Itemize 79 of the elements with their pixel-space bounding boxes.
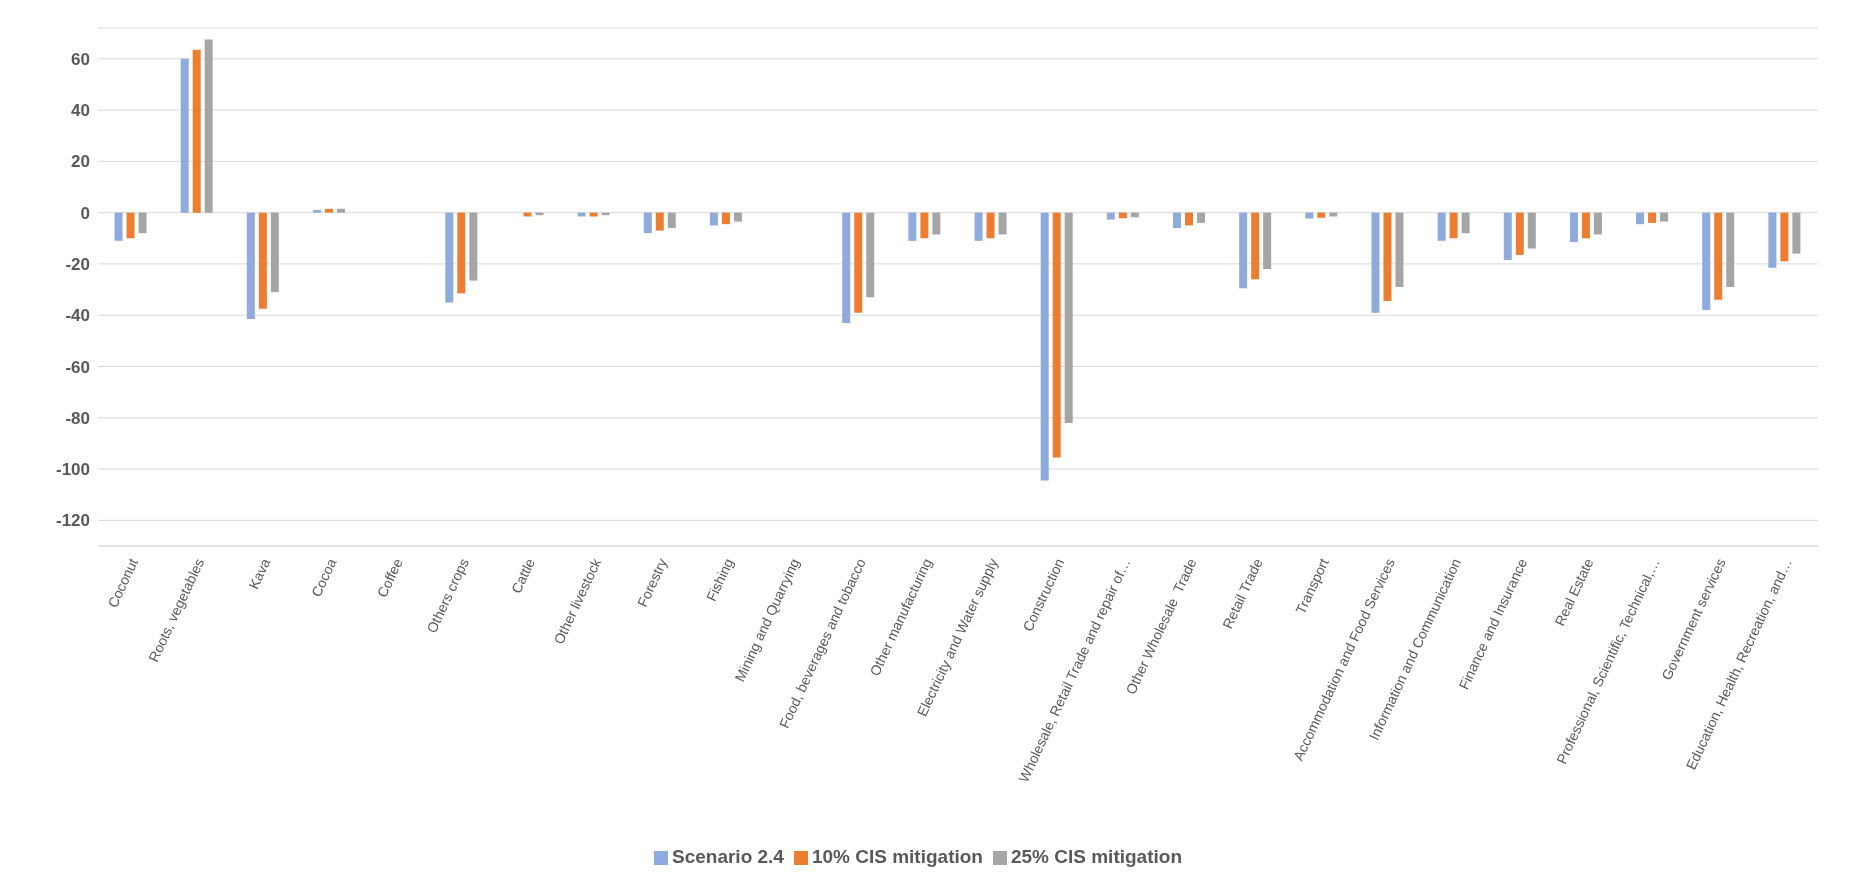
legend-label: Scenario 2.4 [671,846,784,867]
bar [974,212,983,241]
bar [1569,212,1578,243]
y-tick-label: 40 [71,101,90,121]
bar [1317,212,1326,218]
bar [1263,212,1272,270]
bar [920,212,929,239]
bar [1503,212,1512,261]
bar [1395,212,1404,287]
legend-label: 25% CIS mitigation [1010,846,1182,867]
bar [1197,212,1205,223]
bar [1106,212,1115,220]
bar [1305,212,1314,219]
bar [854,212,863,313]
bar [866,212,875,298]
bar [325,208,333,213]
y-tick-label: 60 [71,49,90,69]
y-tick-label: -80 [65,408,90,428]
bar [643,212,652,234]
bar [1052,212,1061,458]
bar [258,212,267,309]
bar [1648,212,1657,223]
bar [1040,212,1049,481]
bar [1527,212,1536,249]
bar [469,212,478,281]
bar [180,58,189,213]
bar [998,212,1007,235]
bar [1371,212,1380,313]
bar [192,49,201,213]
bar [721,212,730,225]
y-tick-label: 0 [80,203,90,223]
bar [445,212,454,303]
bar [114,212,123,241]
legend-label: 10% CIS mitigation [811,846,983,867]
bar [655,212,664,231]
bar [1251,212,1260,280]
bar [1449,212,1458,239]
x-tick-label: Retail Trade [1219,555,1266,632]
bar [1660,212,1669,222]
y-tick-label: -120 [55,511,90,531]
bar [1581,212,1590,239]
bar [1780,212,1789,262]
bar [709,212,718,226]
bar [204,39,213,213]
bar [1702,212,1711,311]
bar [1383,212,1392,302]
bar [1515,212,1524,255]
bar [1714,212,1723,300]
y-tick-label: -60 [65,357,90,377]
bar [1593,212,1602,235]
x-tick-label: Kava [245,555,274,592]
bar [986,212,995,239]
bar [138,212,147,234]
y-tick-label: -40 [65,306,90,326]
y-tick-label: 20 [71,152,90,172]
bar [1185,212,1193,226]
bar [246,212,255,320]
y-tick-label: -20 [65,254,90,274]
bar [1636,212,1645,225]
bar [842,212,851,323]
bar [126,212,135,239]
bar [1792,212,1801,254]
x-tick-label: Cattle [508,555,539,596]
bar [932,212,941,235]
bar [1768,212,1777,268]
bar [1173,212,1181,229]
bar [733,212,742,222]
bar [1437,212,1446,241]
bar [457,212,466,294]
bar [337,208,345,213]
bar [1726,212,1735,287]
y-tick-label: -100 [55,460,90,480]
bar [1461,212,1470,234]
bar [908,212,917,241]
bar [313,210,321,213]
bar [270,212,279,293]
bar [667,212,676,229]
bar [1239,212,1248,289]
bar [1064,212,1073,423]
